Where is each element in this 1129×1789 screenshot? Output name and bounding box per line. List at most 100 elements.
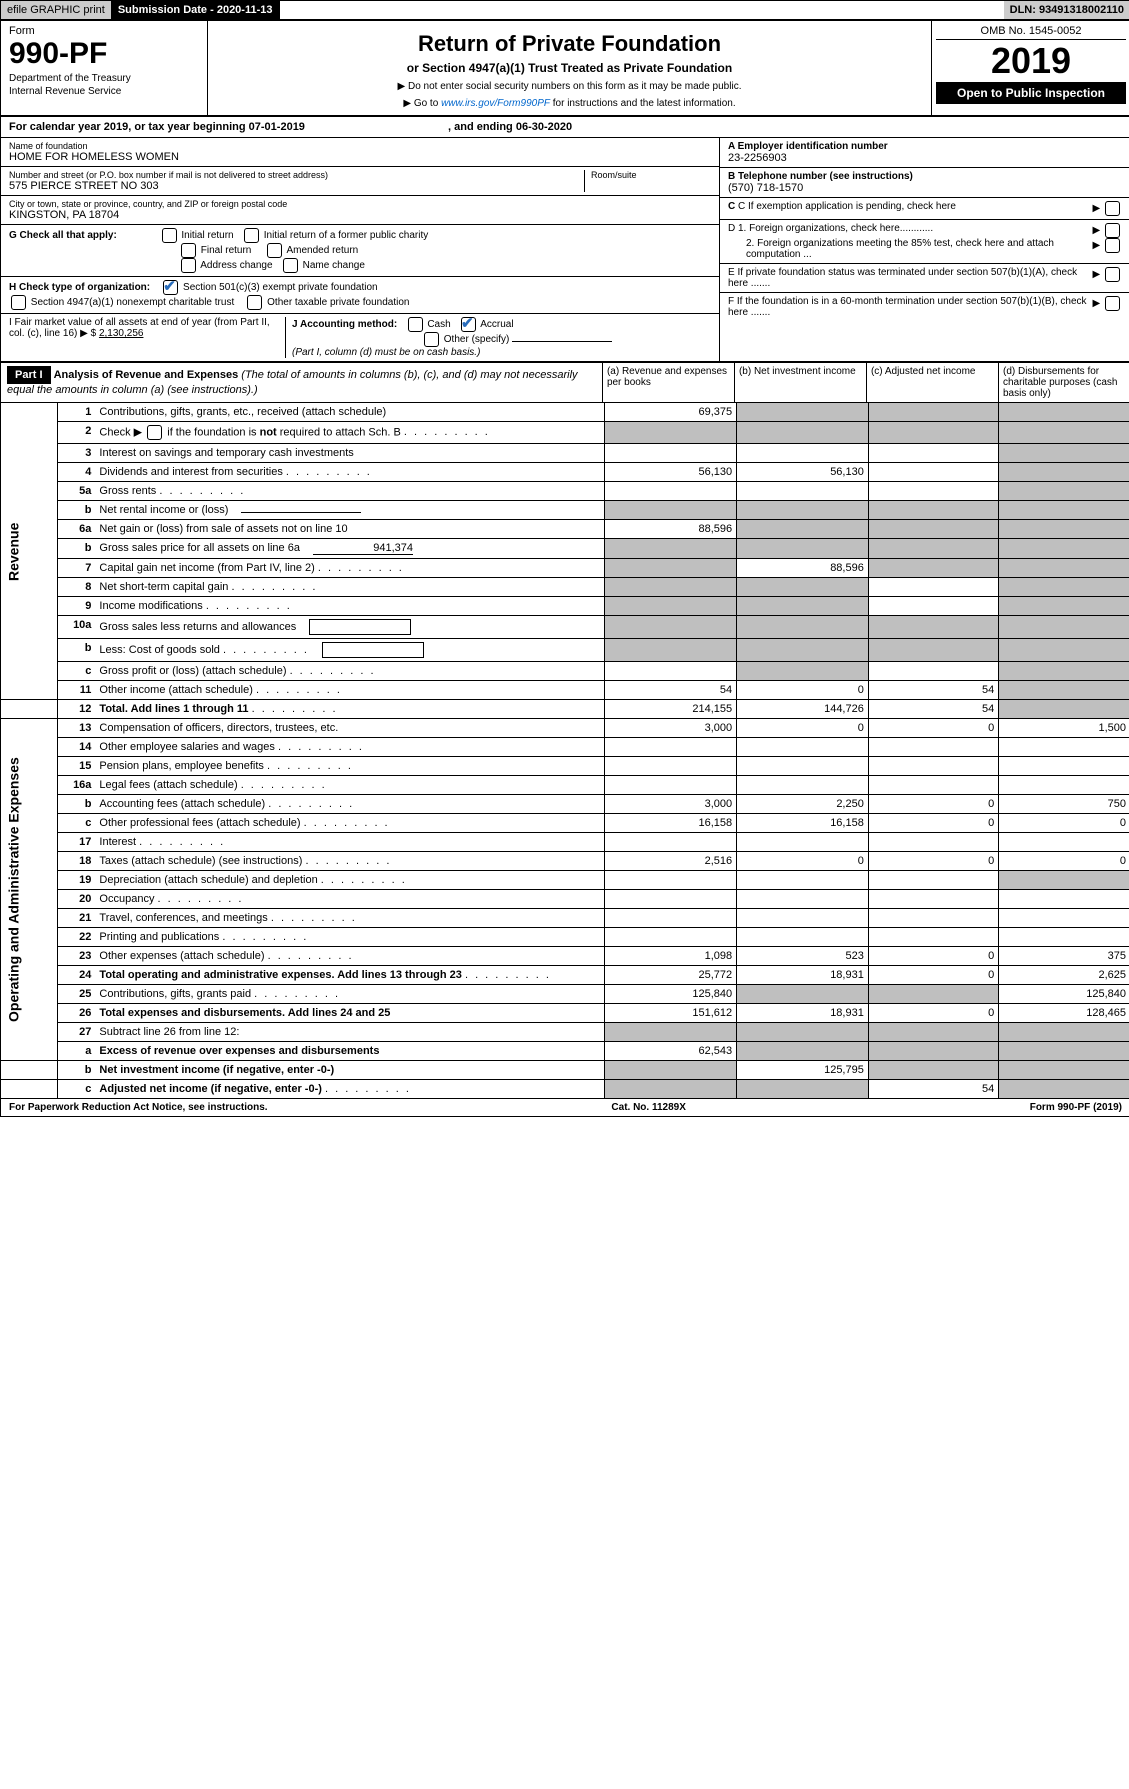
col-b-head: (b) Net investment income [734, 363, 866, 402]
l20-d [999, 890, 1129, 909]
form-header: Form 990-PF Department of the Treasury I… [1, 21, 1129, 117]
g-block: G Check all that apply: Initial return I… [1, 225, 719, 277]
l16b-c: 0 [868, 795, 998, 814]
l15-c [868, 757, 998, 776]
l11-a: 54 [605, 681, 737, 700]
l27a-desc: Excess of revenue over expenses and disb… [95, 1042, 604, 1061]
room-label: Room/suite [591, 170, 711, 180]
cb-final-return[interactable] [181, 243, 196, 258]
l12-num: 12 [58, 700, 96, 719]
cb-d1[interactable] [1105, 223, 1120, 238]
l12-b: 144,726 [737, 700, 869, 719]
cb-d2[interactable] [1105, 238, 1120, 253]
l7-c [868, 559, 998, 578]
footer-left: For Paperwork Reduction Act Notice, see … [9, 1102, 268, 1113]
l16a-c [868, 776, 998, 795]
cb-initial-return[interactable] [162, 228, 177, 243]
l7-a [605, 559, 737, 578]
l14-b [737, 738, 869, 757]
l12-a: 214,155 [605, 700, 737, 719]
l7-d [999, 559, 1129, 578]
l8-a [605, 578, 737, 597]
ein-row: A Employer identification number 23-2256… [720, 138, 1129, 168]
l9-d [999, 597, 1129, 616]
l10c-c [868, 662, 998, 681]
cb-initial-former[interactable] [244, 228, 259, 243]
l27b-c [868, 1061, 998, 1080]
city-label: City or town, state or province, country… [9, 199, 711, 209]
l6b-d [999, 539, 1129, 559]
f-row: F If the foundation is in a 60-month ter… [720, 293, 1129, 321]
l16b-d: 750 [999, 795, 1129, 814]
l24-a: 25,772 [605, 966, 737, 985]
cb-sch-b[interactable] [147, 425, 162, 440]
l27-desc: Subtract line 26 from line 12: [95, 1023, 604, 1042]
l18-a: 2,516 [605, 852, 737, 871]
opt-address-change: Address change [200, 260, 272, 271]
form-subtitle: or Section 4947(a)(1) Trust Treated as P… [218, 61, 921, 75]
l19-d [999, 871, 1129, 890]
cb-4947a1[interactable] [11, 295, 26, 310]
l3-c [868, 444, 998, 463]
l25-num: 25 [58, 985, 96, 1004]
room-cell: Room/suite [584, 170, 711, 192]
l20-c [868, 890, 998, 909]
cb-other-taxable[interactable] [247, 295, 262, 310]
l2-desc: Check ▶ if the foundation is not require… [95, 422, 604, 444]
l1-c [868, 403, 998, 422]
entity-info: Name of foundation HOME FOR HOMELESS WOM… [1, 138, 1129, 362]
entity-left: Name of foundation HOME FOR HOMELESS WOM… [1, 138, 719, 361]
e-label: E If private foundation status was termi… [728, 267, 1093, 289]
footer-mid: Cat. No. 11289X [611, 1102, 685, 1113]
cb-address-change[interactable] [181, 258, 196, 273]
l10c-desc: Gross profit or (loss) (attach schedule) [95, 662, 604, 681]
tel-value: (570) 718-1570 [728, 182, 803, 194]
l10a-d [999, 616, 1129, 639]
cb-501c3[interactable] [163, 280, 178, 295]
l27b-desc: Net investment income (if negative, ente… [95, 1061, 604, 1080]
cb-amended[interactable] [267, 243, 282, 258]
cb-accrual[interactable] [461, 317, 476, 332]
l17-a [605, 833, 737, 852]
form-number: 990-PF [9, 37, 199, 71]
l23-d: 375 [999, 947, 1129, 966]
l19-desc: Depreciation (attach schedule) and deple… [95, 871, 604, 890]
l23-c: 0 [868, 947, 998, 966]
l4-d [999, 463, 1129, 482]
l5b-desc: Net rental income or (loss) [95, 501, 604, 520]
l2-a [605, 422, 737, 444]
yearline-begin: 07-01-2019 [249, 121, 305, 133]
l23-b: 523 [737, 947, 869, 966]
l10c-num: c [58, 662, 96, 681]
street-address: 575 PIERCE STREET NO 303 [9, 180, 584, 192]
l8-desc: Net short-term capital gain [95, 578, 604, 597]
j-label: J Accounting method: [292, 319, 397, 330]
l10a-num: 10a [58, 616, 96, 639]
j-note: (Part I, column (d) must be on cash basi… [292, 347, 480, 358]
cb-c[interactable] [1105, 201, 1120, 216]
l19-num: 19 [58, 871, 96, 890]
cb-f[interactable] [1105, 296, 1120, 311]
yearline-end: 06-30-2020 [516, 121, 572, 133]
l16a-d [999, 776, 1129, 795]
cb-e[interactable] [1105, 267, 1120, 282]
cb-name-change[interactable] [283, 258, 298, 273]
l6b-a [605, 539, 737, 559]
l20-a [605, 890, 737, 909]
l24-d: 2,625 [999, 966, 1129, 985]
part1-title-cell: Part I Analysis of Revenue and Expenses … [1, 363, 602, 402]
l27c-c: 54 [868, 1080, 998, 1099]
cb-cash[interactable] [408, 317, 423, 332]
l8-b [737, 578, 869, 597]
l13-num: 13 [58, 719, 96, 738]
part1-table: Revenue 1 Contributions, gifts, grants, … [1, 402, 1129, 1098]
h-label: H Check type of organization: [9, 282, 150, 293]
cb-other-method[interactable] [424, 332, 439, 347]
l18-c: 0 [868, 852, 998, 871]
l6a-b [737, 520, 869, 539]
irs-label: Internal Revenue Service [9, 86, 199, 97]
l16c-c: 0 [868, 814, 998, 833]
irs-link[interactable]: www.irs.gov/Form990PF [441, 98, 550, 109]
l10b-a [605, 639, 737, 662]
l24-b: 18,931 [737, 966, 869, 985]
